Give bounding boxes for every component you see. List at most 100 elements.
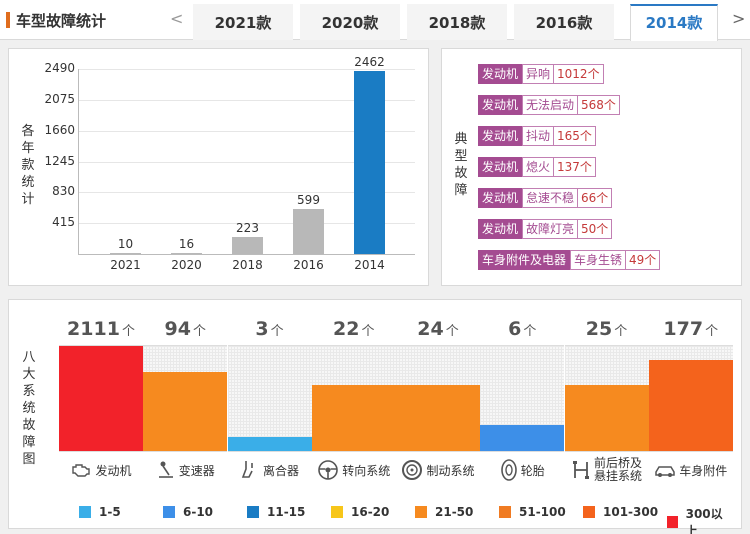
system-count-unit: 个 [445,324,459,339]
y-tick-label: 2075 [44,91,75,106]
x-tick-label: 2020 [171,258,202,272]
fault-count: 1012个 [553,64,604,84]
tire-icon [500,459,521,481]
legend-swatch [583,506,595,518]
systems-grid: 2111 个发动机 94 个变速器 3 个离合器 22 个转向系统 24 个制动系统 6 个轮胎 25 个… [59,313,733,488]
legend-item: 1-5 [79,505,121,519]
system-bar-fill [480,424,565,451]
title-accent-bar [6,12,10,28]
system-column[interactable]: 25 个前后桥及 悬挂系统 [564,313,649,488]
legend-item: 6-10 [163,505,213,519]
system-bar-area [227,346,312,451]
system-name: 离合器 [262,463,299,478]
typical-faults-panel: 典型故障 发动机 异响 1012个 发动机 无法启动 568个 发动机 抖动 165个 发动机 熄火… [441,48,742,286]
bar-value-label: 2462 [354,55,385,70]
legend-label: 1-5 [99,505,121,519]
fault-name: 故障灯亮 [522,219,578,239]
y-tick-label: 830 [52,184,75,199]
system-label: 前后桥及 悬挂系统 [564,451,649,488]
chart-gridline [79,130,415,132]
system-name: 转向系统 [342,463,391,478]
system-column[interactable]: 24 个制动系统 [396,313,480,488]
tab-2018[interactable]: 2018款 [407,4,507,40]
faults-side-label: 典型故障 [454,132,468,198]
bar-2021[interactable] [110,253,141,254]
systems-side-label: 八大系统故障图 [22,350,36,467]
legend-label: 6-10 [183,505,214,519]
fault-category: 发动机 [478,188,523,208]
bar-2016[interactable] [293,209,324,254]
system-label: 转向系统 [311,451,396,488]
car-body-icon [654,462,679,478]
system-label: 发动机 [59,451,143,488]
system-column[interactable]: 22 个转向系统 [311,313,396,488]
chart-gridline [79,69,415,70]
fault-tag[interactable]: 发动机 无法启动 568个 [478,95,620,115]
legend-label: 300以上 [685,507,723,534]
fault-tag[interactable]: 发动机 抖动 165个 [478,126,596,146]
system-count-number: 22 [333,318,360,340]
next-arrow-button[interactable]: > [732,9,746,28]
x-tick-label: 2021 [110,258,141,272]
system-column[interactable]: 6 个轮胎 [480,313,565,488]
system-count-number: 177 [663,318,704,340]
legend-swatch [499,506,511,518]
x-tick-label: 2016 [293,258,324,272]
bar-2014[interactable] [354,71,385,254]
chart-gridline [79,161,415,163]
system-label: 车身附件 [648,451,733,488]
system-column[interactable]: 177 个车身附件 [648,313,733,488]
legend-item: 21-50 [415,505,473,519]
system-count: 25 个 [564,313,649,346]
system-column[interactable]: 94 个变速器 [143,313,228,488]
fault-count: 66个 [577,188,613,208]
systems-panel: 八大系统故障图 2111 个发动机 94 个变速器 3 个离合器 22 个转向系统 24 个制动系… [8,299,742,534]
page-title: 车型故障统计 [6,10,106,30]
fault-count: 568个 [577,95,620,115]
fault-count: 49个 [625,250,661,270]
chart-gridline [79,99,415,101]
tab-2016[interactable]: 2016款 [514,4,614,40]
bar-value-label: 599 [297,193,320,208]
system-count-unit: 个 [121,324,135,339]
system-name-line: 悬挂系统 [593,469,642,483]
system-bar-area [59,346,143,451]
system-count: 177 个 [648,313,733,346]
system-column[interactable]: 3 个离合器 [227,313,312,488]
fault-name: 异响 [522,64,554,84]
system-name: 制动系统 [426,463,475,478]
system-count-number: 3 [255,318,269,340]
system-column[interactable]: 2111 个发动机 [59,313,143,488]
fault-count: 50个 [577,219,613,239]
legend-label: 51-100 [519,505,566,519]
fault-tag[interactable]: 发动机 熄火 137个 [478,157,596,177]
y-tick-label: 415 [52,215,75,230]
system-bar-area [480,346,565,451]
bar-2020[interactable] [171,252,202,254]
fault-tag[interactable]: 车身附件及电器 车身生锈 49个 [478,250,661,270]
yearly-chart-panel: 各年款统计 415 830 1245 1660 2075 2490 10 2021 16 2020… [8,48,429,286]
tab-2021[interactable]: 2021款 [193,4,293,40]
legend-label: 16-20 [351,505,390,519]
prev-arrow-button[interactable]: < [170,9,184,28]
fault-name: 无法启动 [522,95,578,115]
legend-swatch [247,506,259,518]
header-bar: 车型故障统计 < 2021款 2020款 2018款 2016款 2014款 > [0,0,750,41]
fault-name: 怠速不稳 [522,188,578,208]
bar-2018[interactable] [232,237,263,254]
system-label: 轮胎 [480,451,565,488]
tab-2014[interactable]: 2014款 [630,4,718,41]
gear-shift-icon [156,460,179,480]
fault-tag[interactable]: 发动机 故障灯亮 50个 [478,219,613,239]
fault-tag[interactable]: 发动机 异响 1012个 [478,64,604,84]
system-label: 制动系统 [396,451,480,488]
legend-item: 300以上 [667,505,729,534]
tab-2020[interactable]: 2020款 [300,4,400,40]
fault-tag[interactable]: 发动机 怠速不稳 66个 [478,188,613,208]
fault-category: 车身附件及电器 [478,250,571,270]
system-bar-fill [648,359,733,451]
system-bar-area [648,346,733,451]
